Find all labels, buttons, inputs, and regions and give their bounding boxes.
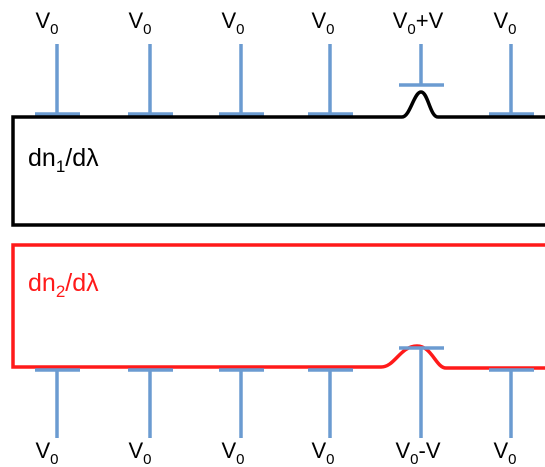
bottom-electrode-2	[128, 368, 173, 438]
bottom-voltage-label-4: V0	[311, 438, 334, 467]
top-electrode-6	[489, 44, 534, 116]
top-voltage-label-5: V0+V	[393, 8, 444, 38]
top-voltage-label-1: V0	[35, 8, 58, 38]
bottom-electrode-6	[489, 368, 534, 438]
waveguide-1-outline	[11, 90, 545, 227]
bottom-voltage-label-6: V0	[493, 438, 516, 467]
top-electrode-4	[308, 44, 353, 116]
top-voltage-label-3: V0	[221, 8, 244, 38]
waveguide-2-outline	[11, 243, 545, 370]
bottom-electrode-3	[219, 368, 264, 438]
bottom-electrode-4	[308, 368, 353, 438]
bottom-voltage-label-1: V0	[35, 438, 58, 467]
top-electrode-5	[399, 44, 444, 87]
waveguide-1-label: dn1/dλ	[28, 144, 99, 176]
bottom-electrode-5	[399, 346, 444, 438]
top-electrode-1	[35, 44, 80, 116]
top-voltage-label-6: V0	[493, 8, 516, 38]
top-voltage-label-2: V0	[128, 8, 151, 38]
waveguide-2-label: dn2/dλ	[28, 269, 99, 301]
top-electrode-2	[128, 44, 173, 116]
bottom-voltage-label-5: V0-V	[395, 438, 440, 467]
bottom-electrode-1	[35, 368, 80, 438]
top-electrode-3	[219, 44, 264, 116]
bottom-voltage-label-3: V0	[221, 438, 244, 467]
bottom-voltage-label-2: V0	[128, 438, 151, 467]
top-voltage-label-4: V0	[311, 8, 334, 38]
